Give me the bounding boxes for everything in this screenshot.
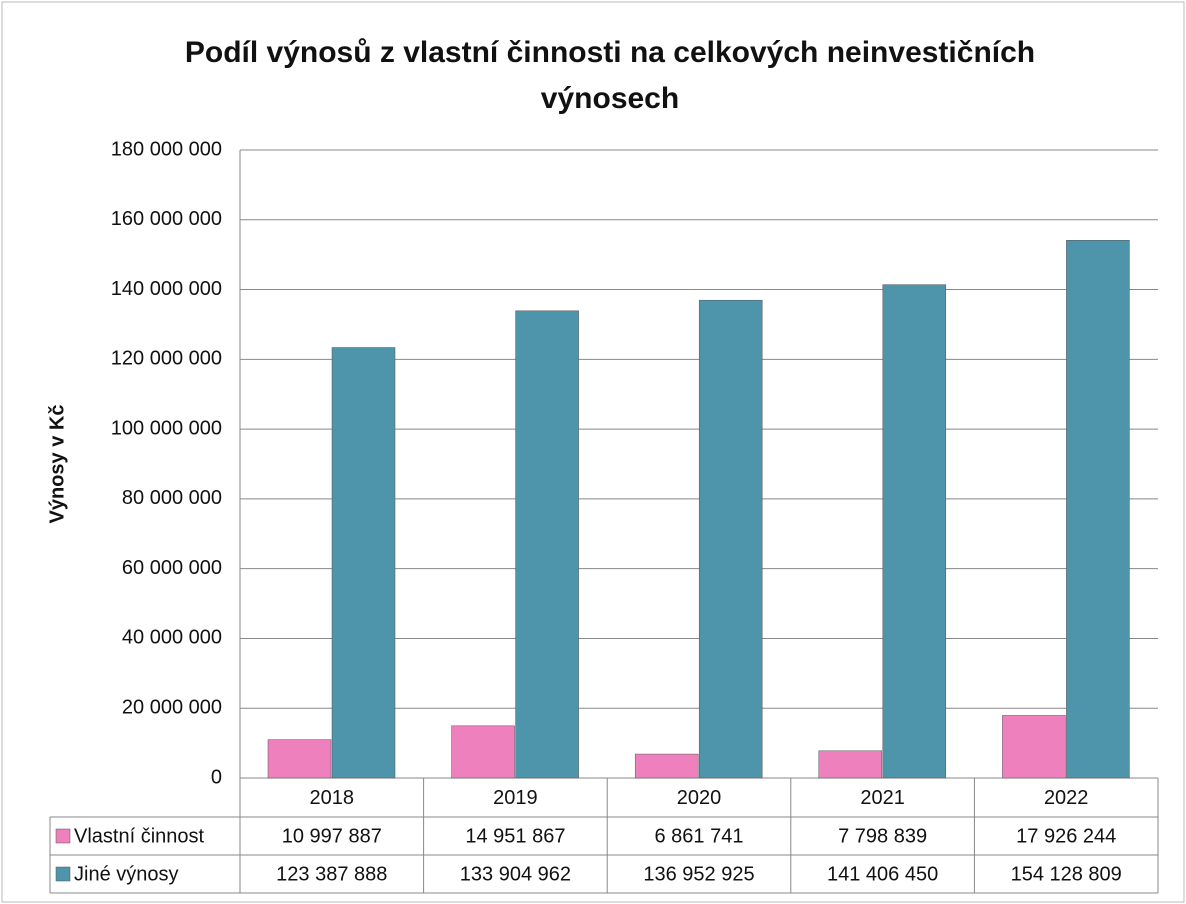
y-tick-label: 120 000 000 xyxy=(111,348,222,370)
y-tick-label: 60 000 000 xyxy=(122,557,222,579)
x-tick-label: 2021 xyxy=(860,787,905,809)
y-tick-label: 40 000 000 xyxy=(122,627,222,649)
legend-label: Vlastní činnost xyxy=(74,825,205,847)
y-tick-label: 100 000 000 xyxy=(111,417,222,439)
bar xyxy=(451,725,515,779)
y-tick-label: 180 000 000 xyxy=(111,138,222,160)
table-value: 136 952 925 xyxy=(643,863,754,885)
legend-swatch xyxy=(55,828,71,844)
y-tick-label: 140 000 000 xyxy=(111,278,222,300)
table-value: 10 997 887 xyxy=(282,825,382,847)
x-tick-label: 2022 xyxy=(1044,787,1089,809)
x-tick-label: 2018 xyxy=(310,787,355,809)
bar xyxy=(1002,715,1066,779)
legend-label: Jiné výnosy xyxy=(74,863,179,885)
y-tick-label: 20 000 000 xyxy=(122,697,222,719)
table-value: 17 926 244 xyxy=(1016,825,1116,847)
bar xyxy=(267,739,332,779)
table-value: 141 406 450 xyxy=(827,863,938,885)
y-tick-label: 0 xyxy=(211,766,222,788)
legend-swatch xyxy=(55,866,71,882)
x-tick-label: 2019 xyxy=(493,787,538,809)
table-value: 6 861 741 xyxy=(655,825,744,847)
bar xyxy=(515,310,579,779)
bar xyxy=(634,753,699,779)
bar xyxy=(818,750,883,779)
table-value: 7 798 839 xyxy=(838,825,927,847)
table-value: 14 951 867 xyxy=(465,825,565,847)
bar xyxy=(331,347,396,779)
y-tick-label: 80 000 000 xyxy=(122,487,222,509)
y-axis-label: Výnosy v Kč xyxy=(46,405,68,524)
chart-title: Podíl výnosů z vlastní činnosti na celko… xyxy=(184,36,1036,115)
table-value: 123 387 888 xyxy=(276,863,387,885)
y-tick-label: 160 000 000 xyxy=(111,208,222,230)
bar xyxy=(698,299,763,779)
x-tick-label: 2020 xyxy=(677,787,722,809)
table-value: 154 128 809 xyxy=(1011,863,1122,885)
table-value: 133 904 962 xyxy=(460,863,571,885)
bar xyxy=(1066,240,1130,779)
bar xyxy=(882,284,947,779)
